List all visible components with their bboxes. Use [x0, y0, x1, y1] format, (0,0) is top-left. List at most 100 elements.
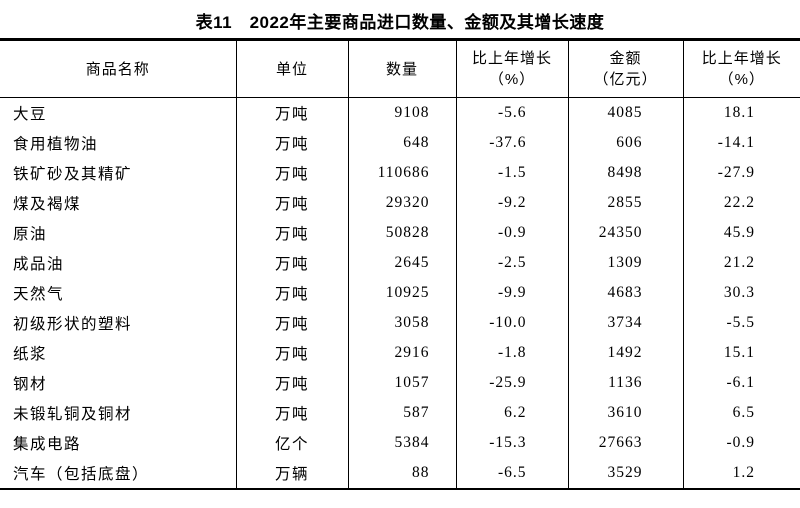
- cell-val: 27663: [567, 428, 683, 458]
- cell-val: 24350: [567, 218, 683, 248]
- cell-qgrowth: -10.0: [455, 308, 568, 338]
- cell-qgrowth: -9.9: [455, 278, 568, 308]
- imports-table: 商品名称 单位 数量 比上年增长 （%） 金额 （亿元） 比上年增长 （%） 大豆 万吨 9108-…: [0, 38, 800, 490]
- table-title: 表11 2022年主要商品进口数量、金额及其增长速度: [195, 13, 605, 32]
- cell-name: 初级形状的塑料: [13, 316, 133, 333]
- cell-qgrowth: -1.8: [455, 338, 568, 368]
- cell-unit: 万吨: [235, 248, 348, 278]
- cell-qty: 10925: [347, 278, 456, 308]
- cell-name: 煤及褐煤: [13, 196, 82, 213]
- cell-val: 3734: [567, 308, 683, 338]
- cell-name: 天然气: [13, 286, 65, 303]
- cell-vgrowth: 22.2: [682, 188, 800, 218]
- cell-qgrowth: -9.2: [455, 188, 568, 218]
- table-row: 汽车（包括底盘） 万辆 88 -6.5 3529 1.2: [0, 458, 800, 489]
- column-header-vgrowth: 比上年增长 （%）: [682, 39, 800, 98]
- column-header-label: 商品名称: [85, 60, 150, 78]
- cell-qgrowth: -15.3: [455, 428, 568, 458]
- cell-qty: 88: [347, 458, 456, 489]
- column-header-sublabel: （亿元）: [593, 71, 658, 88]
- cell-unit: 万吨: [235, 338, 348, 368]
- cell-vgrowth: 45.9: [682, 218, 800, 248]
- cell-unit: 万吨: [235, 278, 348, 308]
- cell-qty: 50828: [347, 218, 456, 248]
- cell-vgrowth: -14.1: [682, 128, 800, 158]
- column-header-label: 单位: [275, 60, 308, 78]
- cell-vgrowth: -0.9: [682, 428, 800, 458]
- cell-qty: 2645: [347, 248, 456, 278]
- cell-unit: 万吨: [235, 218, 348, 248]
- cell-unit: 亿个: [235, 428, 348, 458]
- cell-qty: 9108: [347, 97, 456, 128]
- cell-qty: 648: [347, 128, 456, 158]
- cell-qty: 29320: [347, 188, 456, 218]
- cell-vgrowth: 1.2: [682, 458, 800, 489]
- column-header-val: 金额 （亿元）: [567, 39, 683, 98]
- table-row: 铁矿砂及其精矿 万吨 110686 -1.5 8498 -27.9: [0, 158, 800, 188]
- cell-vgrowth: -5.5: [682, 308, 800, 338]
- cell-val: 3610: [567, 398, 683, 428]
- cell-unit: 万吨: [235, 188, 348, 218]
- column-header-label: 比上年增长: [701, 50, 782, 67]
- table-row: 天然气 万吨 10925 -9.9 4683 30.3: [0, 278, 800, 308]
- cell-val: 606: [567, 128, 683, 158]
- cell-vgrowth: -6.1: [682, 368, 800, 398]
- cell-val: 8498: [567, 158, 683, 188]
- cell-name: 食用植物油: [13, 136, 99, 153]
- cell-vgrowth: -27.9: [682, 158, 800, 188]
- cell-val: 4683: [567, 278, 683, 308]
- cell-name: 成品油: [13, 256, 65, 273]
- column-header-name: 商品名称: [0, 39, 236, 98]
- table-row: 大豆 万吨 9108 -5.6 4085 18.1: [0, 97, 800, 128]
- cell-qgrowth: -37.6: [455, 128, 568, 158]
- cell-qty: 587: [347, 398, 456, 428]
- cell-unit: 万辆: [235, 458, 348, 489]
- cell-qgrowth: -0.9: [455, 218, 568, 248]
- table-row: 钢材 万吨 1057 -25.9 1136 -6.1: [0, 368, 800, 398]
- table-row: 食用植物油 万吨 648 -37.6 606 -14.1: [0, 128, 800, 158]
- cell-val: 1309: [567, 248, 683, 278]
- cell-qgrowth: -5.6: [455, 97, 568, 128]
- cell-unit: 万吨: [235, 398, 348, 428]
- cell-unit: 万吨: [235, 368, 348, 398]
- cell-val: 1492: [567, 338, 683, 368]
- table-header-row: 商品名称 单位 数量 比上年增长 （%） 金额 （亿元） 比上年增长 （%）: [0, 39, 800, 98]
- cell-name: 大豆: [13, 106, 48, 123]
- cell-unit: 万吨: [235, 158, 348, 188]
- cell-unit: 万吨: [235, 308, 348, 338]
- cell-unit: 万吨: [235, 128, 348, 158]
- table-body: 大豆 万吨 9108 -5.6 4085 18.1 食用植物油 万吨 648 -37.6 606 -1…: [0, 97, 800, 489]
- cell-vgrowth: 6.5: [682, 398, 800, 428]
- cell-name: 未锻轧铜及铜材: [13, 406, 133, 423]
- table-row: 成品油 万吨 2645 -2.5 1309 21.2: [0, 248, 800, 278]
- column-header-unit: 单位: [235, 39, 348, 98]
- cell-vgrowth: 15.1: [682, 338, 800, 368]
- cell-name: 钢材: [13, 376, 48, 393]
- cell-qty: 2916: [347, 338, 456, 368]
- column-header-sublabel: （%）: [718, 71, 765, 88]
- cell-val: 3529: [567, 458, 683, 489]
- cell-vgrowth: 18.1: [682, 97, 800, 128]
- cell-name: 纸浆: [13, 346, 48, 363]
- column-header-sublabel: （%）: [488, 71, 536, 88]
- table-header: 商品名称 单位 数量 比上年增长 （%） 金额 （亿元） 比上年增长 （%）: [0, 39, 800, 98]
- table-row: 未锻轧铜及铜材 万吨 587 6.2 3610 6.5: [0, 398, 800, 428]
- cell-name: 铁矿砂及其精矿: [13, 166, 133, 183]
- table-row: 原油 万吨 50828 -0.9 24350 45.9: [0, 218, 800, 248]
- column-header-label: 金额: [609, 50, 642, 67]
- column-header-label: 比上年增长: [471, 50, 552, 67]
- cell-qgrowth: 6.2: [455, 398, 568, 428]
- cell-qty: 5384: [347, 428, 456, 458]
- table-row: 初级形状的塑料 万吨 3058 -10.0 3734 -5.5: [0, 308, 800, 338]
- cell-name: 集成电路: [13, 436, 82, 453]
- cell-vgrowth: 30.3: [682, 278, 800, 308]
- cell-vgrowth: 21.2: [682, 248, 800, 278]
- table-row: 煤及褐煤 万吨 29320 -9.2 2855 22.2: [0, 188, 800, 218]
- cell-val: 4085: [567, 97, 683, 128]
- cell-qty: 110686: [347, 158, 456, 188]
- table-row: 纸浆 万吨 2916 -1.8 1492 15.1: [0, 338, 800, 368]
- cell-qgrowth: -6.5: [455, 458, 568, 489]
- column-header-qgrowth: 比上年增长 （%）: [455, 39, 568, 98]
- cell-name: 汽车（包括底盘）: [13, 466, 150, 483]
